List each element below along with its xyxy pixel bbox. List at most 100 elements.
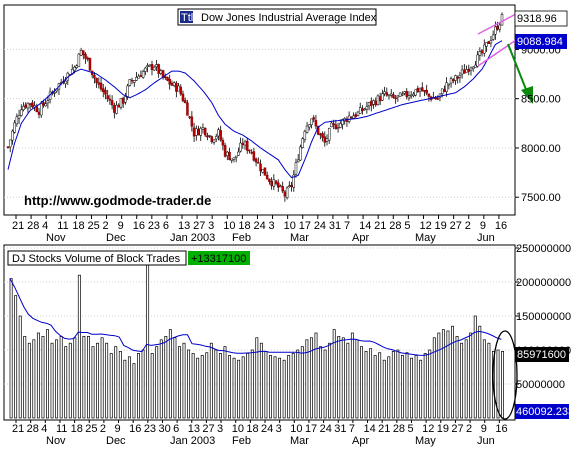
volume-x-day-label: 31 xyxy=(334,423,346,435)
candle-body xyxy=(164,76,167,79)
candle-body xyxy=(254,158,258,163)
price-x-day-label: 12 xyxy=(419,220,431,232)
candle-body xyxy=(398,92,402,97)
moving-average-tag xyxy=(515,34,567,49)
candle-body xyxy=(327,128,331,141)
volume-x-day-label: 13 xyxy=(188,423,200,435)
candle-body xyxy=(11,130,14,141)
volume-bar xyxy=(473,315,477,419)
candle-body xyxy=(177,85,180,92)
volume-bar xyxy=(150,353,154,419)
candle-body xyxy=(243,141,247,146)
candle-body xyxy=(128,79,132,86)
volume-x-month-label: Jan 2003 xyxy=(170,435,215,447)
candle-body xyxy=(22,106,25,111)
candle-body xyxy=(361,108,364,111)
candle-body xyxy=(157,64,160,74)
volume-ma-label: 85971600 xyxy=(517,349,566,361)
candle-body xyxy=(443,89,446,92)
volume-x-day-label: 6 xyxy=(173,423,179,435)
candle-body xyxy=(203,127,207,136)
candle-body xyxy=(104,90,107,95)
volume-x-day-label: 9 xyxy=(481,423,487,435)
volume-x-day-label: 14 xyxy=(364,423,376,435)
volume-bar xyxy=(64,346,68,419)
price-x-month-label: Jun xyxy=(477,232,495,244)
candle-body xyxy=(261,168,265,173)
volume-bar xyxy=(27,342,31,419)
volume-y-tick-label: 250000000 xyxy=(516,243,571,255)
candle-body xyxy=(115,104,118,114)
candle-body xyxy=(119,98,123,108)
price-x-day-label: 14 xyxy=(359,220,371,232)
candle-body xyxy=(378,96,382,102)
volume-bar xyxy=(482,339,486,419)
candle-body xyxy=(296,159,300,163)
candle-body xyxy=(374,100,377,106)
price-x-day-label: 9 xyxy=(480,220,486,232)
candle-body xyxy=(471,66,475,69)
candle-body xyxy=(483,44,486,54)
candle-body xyxy=(197,129,200,136)
volume-bar xyxy=(137,353,140,419)
candle-body xyxy=(166,76,169,81)
volume-last-label: 460092.233 xyxy=(516,406,571,418)
volume-bar xyxy=(91,346,95,419)
volume-x-day-label: 17 xyxy=(305,423,317,435)
volume-x-day-label: 28 xyxy=(27,423,39,435)
candle-body xyxy=(135,77,138,81)
candle-body xyxy=(232,157,236,160)
volume-bar xyxy=(173,337,177,419)
candle-body xyxy=(206,135,209,138)
candle-body xyxy=(188,116,191,118)
candle-body xyxy=(319,133,322,136)
candle-body xyxy=(274,180,278,184)
candle-body xyxy=(314,120,318,127)
volume-bar xyxy=(55,339,59,419)
volume-bar xyxy=(319,346,322,419)
volume-bar xyxy=(159,339,163,419)
volume-bar xyxy=(168,329,172,419)
volume-ma-tag xyxy=(515,347,569,362)
candle-body xyxy=(8,139,12,148)
candle-body xyxy=(110,100,114,106)
candle-body xyxy=(474,64,477,68)
candle-body xyxy=(86,57,89,60)
volume-bar xyxy=(501,351,504,419)
candle-body xyxy=(347,115,351,122)
volume-bar xyxy=(155,346,159,419)
candle-body xyxy=(259,163,262,172)
candle-body xyxy=(469,67,473,71)
candle-body xyxy=(146,65,149,67)
moving-average-label: 9088.984 xyxy=(517,36,563,48)
candle-body xyxy=(270,181,273,186)
volume-bar xyxy=(105,342,109,419)
candle-body xyxy=(272,179,276,187)
candle-body xyxy=(82,50,85,56)
candle-body xyxy=(53,92,56,94)
volume-chart-title: DJ Stocks Volume of Block Trades xyxy=(12,253,181,265)
candle-body xyxy=(17,115,21,119)
price-x-day-label: 18 xyxy=(238,220,250,232)
volume-bar xyxy=(296,349,300,419)
volume-x-day-label: 25 xyxy=(85,423,97,435)
volume-bar xyxy=(259,342,263,419)
volume-change-tag xyxy=(188,251,250,265)
candle-body xyxy=(487,41,490,45)
candle-body xyxy=(447,83,451,86)
candle-body xyxy=(228,151,231,161)
price-x-day-label: 19 xyxy=(435,220,447,232)
volume-x-day-label: 7 xyxy=(349,423,355,435)
volume-moving-average-line xyxy=(9,278,502,356)
candle-body xyxy=(414,89,417,96)
volume-x-day-label: 12 xyxy=(422,423,434,435)
candle-body xyxy=(401,93,404,96)
price-x-day-label: 21 xyxy=(374,220,386,232)
candle-body xyxy=(179,86,183,95)
candle-body xyxy=(245,140,249,151)
candle-body xyxy=(467,68,471,72)
candle-body xyxy=(214,136,218,140)
candle-body xyxy=(308,124,311,128)
volume-x-month-label: Jun xyxy=(477,435,495,447)
